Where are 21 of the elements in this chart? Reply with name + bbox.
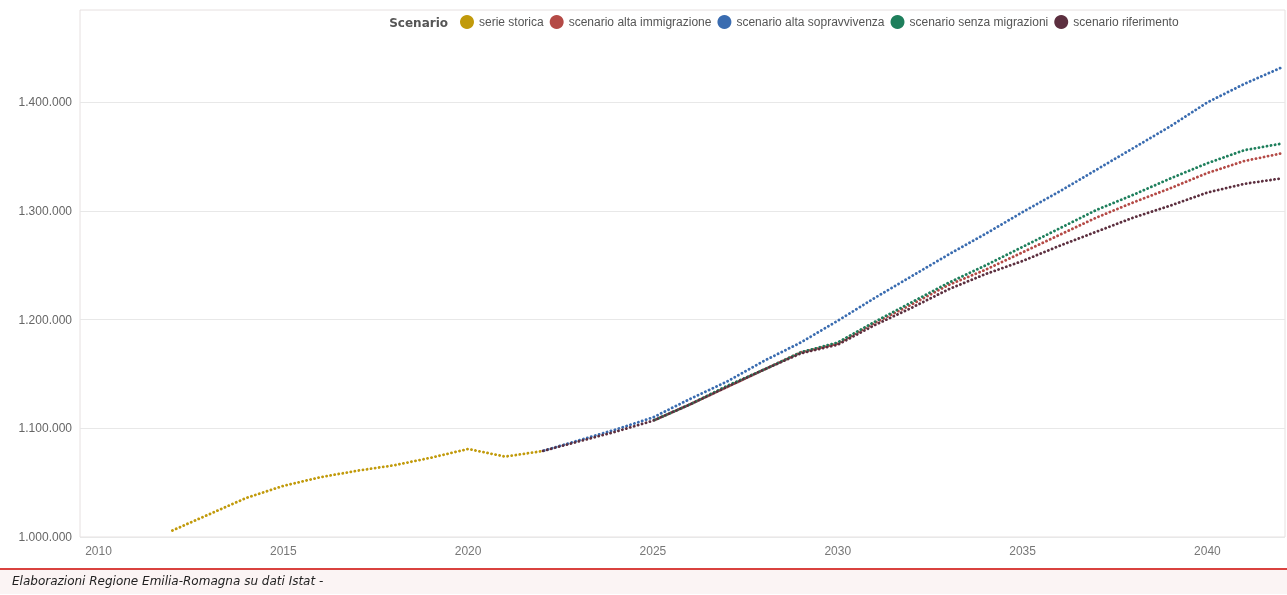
legend-label: scenario alta immigrazione bbox=[568, 15, 712, 29]
line-series bbox=[540, 177, 1283, 453]
x-tick-label: 2040 bbox=[1194, 544, 1222, 558]
x-tick-label: 2030 bbox=[824, 544, 852, 558]
legend-title: Scenario bbox=[389, 16, 448, 30]
x-tick-label: 2010 bbox=[85, 544, 113, 558]
x-tick-label: 2015 bbox=[269, 544, 297, 558]
line-series bbox=[171, 447, 544, 532]
legend-label: scenario riferimento bbox=[1073, 15, 1179, 29]
x-tick-label: 2020 bbox=[454, 544, 482, 558]
x-tick-label: 2035 bbox=[1009, 544, 1037, 558]
y-tick-label: 1.200.000 bbox=[18, 312, 73, 327]
legend-label: scenario alta sopravvivenza bbox=[736, 15, 885, 29]
text: Elaborazioni Regione Emilia-Romagna su dati Istat - bbox=[0, 568, 1287, 594]
y-tick-label: 1.400.000 bbox=[18, 95, 73, 110]
legend-label: serie storica bbox=[479, 15, 545, 29]
y-tick-label: 1.000.000 bbox=[18, 530, 73, 544]
legend-label: scenario senza migrazioni bbox=[909, 15, 1049, 29]
y-tick-label: 1.300.000 bbox=[18, 204, 73, 219]
x-tick-label: 2025 bbox=[639, 544, 667, 558]
y-tick-label: 1.100.000 bbox=[18, 421, 73, 436]
